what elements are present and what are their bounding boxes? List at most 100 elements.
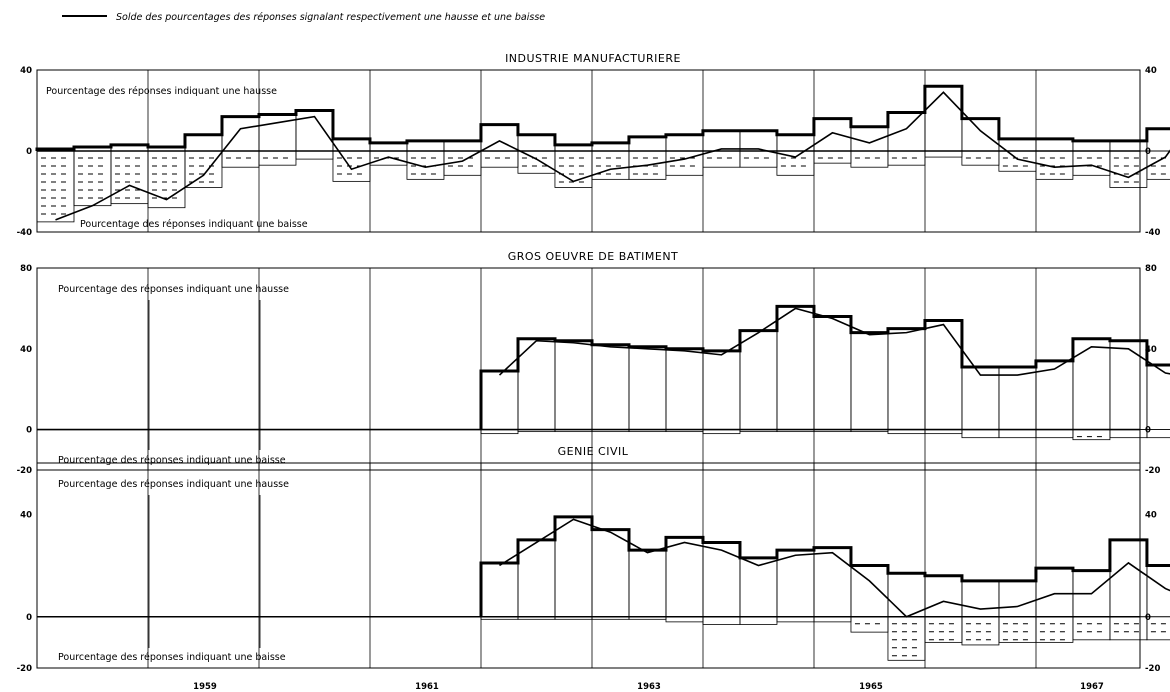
panel1-hausse-bar [665, 134, 704, 152]
panel2-hausse-bar [1072, 338, 1111, 431]
panel1-hausse-bar [184, 134, 223, 152]
panel3-hausse-bar [998, 580, 1037, 618]
panel2-baisse-bar [1072, 429, 1111, 441]
panel1-baisse-bar [73, 150, 112, 207]
panel1-baisse-bar [850, 150, 889, 168]
panel-title-industrie: INDUSTRIE MANUFACTURIERE [505, 52, 681, 65]
panel1-baisse-bar [1072, 150, 1111, 176]
panel1-hausse-step-line [35, 84, 1170, 151]
panel1-baisse-bar [36, 150, 75, 223]
panel1-hausse-label: Pourcentage des réponses indiquant une h… [46, 86, 277, 97]
panel3-baisse-bar [924, 616, 963, 643]
panel2-hausse-bar [998, 366, 1037, 431]
panel3-hausse-bar [887, 572, 926, 618]
panel3-hausse-bar [924, 575, 963, 618]
panel1-baisse-label: Pourcentage des réponses indiquant une b… [80, 219, 308, 230]
panel2-y-tick-right: 40 [1145, 345, 1157, 355]
panel1-baisse-bar [110, 150, 149, 205]
x-tick-1965: 1965 [859, 682, 883, 692]
legend-text: Solde des pourcentages des réponses sign… [116, 12, 545, 23]
panel2-hausse-bar [554, 340, 593, 430]
panel3-solde-line [499, 518, 1170, 618]
panel1-baisse-bar [739, 150, 778, 168]
panel1-hausse-bar [739, 130, 778, 152]
panel2-baisse-bar [1035, 429, 1074, 439]
panel1-y-tick-right: 0 [1145, 147, 1151, 157]
panel1-baisse-bar [702, 150, 741, 168]
panel3-hausse-bar [739, 557, 778, 618]
panel2-hausse-bar [665, 348, 704, 430]
panel1-y-tick-right: 40 [1145, 66, 1157, 76]
x-tick-1961: 1961 [415, 682, 439, 692]
panel2-hausse-bar [887, 328, 926, 431]
x-tick-1967: 1967 [1080, 682, 1104, 692]
panel3-hausse-label: Pourcentage des réponses indiquant une h… [58, 479, 289, 490]
panel1-y-tick-left: 0 [26, 147, 32, 157]
panel1-y-tick-right: -40 [1145, 228, 1160, 238]
panel2-frame [36, 267, 1141, 471]
panel3-hausse-bar [1146, 565, 1170, 618]
panel2-hausse-label: Pourcentage des réponses indiquant une h… [58, 284, 289, 295]
panel3-baisse-bar [1035, 616, 1074, 643]
panel1-hausse-bar [702, 130, 741, 152]
panel1-y-tick-left: 40 [20, 66, 32, 76]
x-tick-1959: 1959 [193, 682, 217, 692]
panel3-baisse-bar [961, 616, 1000, 646]
panel3-y-tick-left: 0 [26, 613, 32, 623]
panel2-hausse-bar [961, 366, 1000, 431]
panel1-baisse-bar [517, 150, 556, 174]
panel1-baisse-bar [591, 150, 630, 180]
panel2-baisse-bar [998, 429, 1037, 439]
panel3-hausse-bar [961, 580, 1000, 618]
panel2-solde-line [498, 307, 1170, 376]
panel3-hausse-bar [776, 549, 815, 618]
panel2-baisse-bar [961, 429, 1000, 439]
panel2-hausse-bar [776, 305, 815, 431]
panel2-hausse-bar [480, 370, 519, 430]
panel3-baisse-label: Pourcentage des réponses indiquant une b… [58, 652, 286, 663]
panel2-baisse-bar [1109, 429, 1148, 439]
panel1-hausse-bar [1109, 140, 1148, 152]
panel2-hausse-bar [1146, 364, 1170, 430]
panel2-y-tick-left: 0 [26, 426, 32, 436]
panel2-hausse-bar [739, 330, 778, 430]
panel3-hausse-bar [813, 547, 852, 618]
panel2-hausse-bar [924, 320, 963, 430]
panel1-hausse-bar [443, 140, 482, 152]
panel1-y-tick-left: -40 [17, 228, 32, 238]
panel2-hausse-bar [1109, 340, 1148, 430]
panel3-frame [36, 462, 1141, 669]
panel2-baisse-label: Pourcentage des réponses indiquant une b… [58, 455, 286, 466]
panel3-hausse-bar [554, 516, 593, 618]
panel2-y-tick-left: 40 [20, 345, 32, 355]
x-tick-1963: 1963 [637, 682, 661, 692]
panel1-hausse-bar [813, 118, 852, 152]
panel3-baisse-bar [702, 616, 741, 625]
panel2-y-tick-right: 80 [1145, 264, 1157, 274]
panel2-hausse-bar [813, 316, 852, 431]
panel1-hausse-bar [961, 118, 1000, 152]
panel3-y-tick-right: -20 [1145, 664, 1160, 674]
panel3-hausse-bar [480, 562, 519, 618]
panel3-hausse-bar [1109, 539, 1148, 618]
panel3-hausse-bar [850, 565, 889, 618]
panel2-hausse-bar [850, 332, 889, 431]
panel3-hausse-bar [702, 542, 741, 618]
panel3-hausse-bar [591, 529, 630, 618]
panel3-baisse-bar [1072, 616, 1111, 641]
panel2-hausse-bar [591, 344, 630, 431]
panel3-baisse-bar [998, 616, 1037, 643]
panel1-hausse-bar [406, 140, 445, 152]
panel2-y-tick-right: 0 [1145, 426, 1151, 436]
panel-title-genie-civil: GENIE CIVIL [558, 445, 629, 458]
panel2-y-tick-right: -20 [1145, 466, 1160, 476]
panel1-baisse-bar [295, 150, 334, 160]
panel3-y-tick-right: 0 [1145, 613, 1151, 623]
panel1-baisse-bar [221, 150, 260, 168]
panel3-hausse-bar [1035, 567, 1074, 618]
panel1-baisse-bar [924, 150, 963, 158]
panel3-hausse-step-line [479, 515, 1170, 617]
panel1-hausse-bar [628, 136, 667, 152]
panels-layer: 40 40 0 0 -40 -40 80 80 40 40 0 0 -20 -20 40 40 0 0 -20 -20 [17, 66, 1170, 674]
